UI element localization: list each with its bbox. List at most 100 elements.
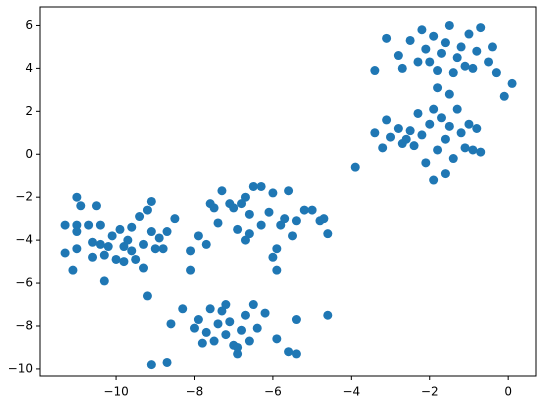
point — [213, 319, 223, 329]
point — [146, 196, 156, 206]
point — [162, 357, 172, 367]
point — [256, 220, 266, 230]
y-tick-label: −2 — [15, 190, 33, 204]
point — [507, 78, 517, 88]
point — [237, 199, 247, 209]
point — [425, 57, 435, 67]
point — [260, 308, 270, 318]
point — [205, 304, 215, 314]
point — [197, 338, 207, 348]
point — [382, 33, 392, 43]
point — [217, 306, 227, 316]
point — [291, 315, 301, 325]
point — [464, 29, 474, 39]
point — [142, 205, 152, 215]
point — [425, 119, 435, 129]
point — [221, 330, 231, 340]
point — [323, 310, 333, 320]
point — [444, 20, 454, 30]
point — [440, 38, 450, 48]
point — [60, 248, 70, 258]
point — [162, 227, 172, 237]
point — [91, 201, 101, 211]
point — [319, 214, 329, 224]
point — [437, 48, 447, 58]
point — [437, 113, 447, 123]
point — [186, 265, 196, 275]
point — [456, 128, 466, 138]
point — [472, 123, 482, 133]
point — [209, 203, 219, 213]
point — [154, 233, 164, 243]
y-tick-label: −10 — [8, 361, 33, 375]
point — [291, 216, 301, 226]
point — [166, 319, 176, 329]
point — [393, 51, 403, 61]
point — [146, 360, 156, 370]
point — [280, 214, 290, 224]
x-tick-label: −8 — [186, 385, 204, 399]
point — [76, 201, 86, 211]
point — [468, 63, 478, 73]
point — [233, 342, 243, 352]
point — [240, 192, 250, 202]
point — [139, 263, 149, 273]
point — [433, 145, 443, 155]
point — [244, 229, 254, 239]
point — [433, 83, 443, 93]
point — [119, 242, 129, 252]
point — [397, 63, 407, 73]
point — [60, 220, 70, 230]
point — [291, 349, 301, 359]
point — [499, 91, 509, 101]
point — [444, 121, 454, 131]
x-tick-label: −10 — [103, 385, 128, 399]
point — [429, 31, 439, 41]
point — [370, 66, 380, 76]
point — [95, 220, 105, 230]
point — [448, 154, 458, 164]
point — [452, 104, 462, 114]
point — [99, 276, 109, 286]
point — [323, 229, 333, 239]
point — [456, 42, 466, 52]
point — [95, 239, 105, 249]
point — [284, 186, 294, 196]
point — [233, 224, 243, 234]
y-tick-label: 0 — [25, 147, 33, 161]
point — [252, 323, 262, 333]
point — [460, 61, 470, 71]
point — [256, 181, 266, 191]
point — [244, 336, 254, 346]
point — [307, 205, 317, 215]
point — [193, 231, 203, 241]
point — [189, 323, 199, 333]
y-tick-label: 2 — [25, 104, 33, 118]
point — [88, 237, 98, 247]
point — [272, 265, 282, 275]
point — [240, 310, 250, 320]
point — [429, 104, 439, 114]
point — [217, 186, 227, 196]
point — [476, 147, 486, 157]
point — [264, 207, 274, 217]
point — [68, 265, 78, 275]
point — [119, 257, 129, 267]
x-tick-label: −4 — [342, 385, 360, 399]
point — [115, 224, 125, 234]
point — [244, 209, 254, 219]
point — [276, 220, 286, 230]
point — [201, 327, 211, 337]
point — [178, 304, 188, 314]
point — [401, 134, 411, 144]
point — [268, 252, 278, 262]
point — [240, 235, 250, 245]
point — [111, 254, 121, 264]
point — [405, 126, 415, 136]
point — [417, 130, 427, 140]
point — [476, 23, 486, 33]
point — [127, 246, 137, 256]
point — [393, 123, 403, 133]
point — [382, 115, 392, 125]
